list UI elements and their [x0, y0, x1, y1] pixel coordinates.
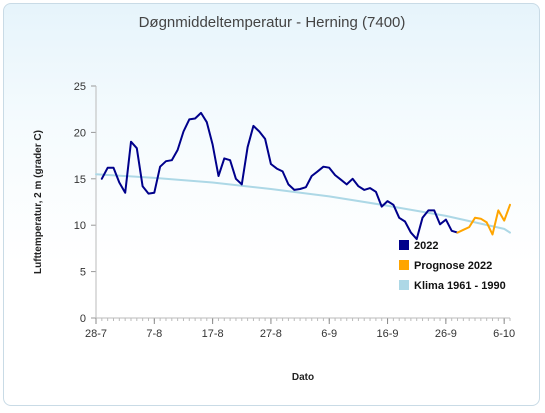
series-line-prognose-2022 [456, 203, 511, 236]
chart-title: Døgnmiddeltemperatur - Herning (7400) [139, 14, 406, 31]
x-tick-label: 6-10 [493, 328, 515, 340]
y-tick-label: 0 [80, 313, 86, 325]
x-tick-label: 28-7 [85, 328, 107, 340]
series-line-klima-1961-1990 [95, 173, 511, 234]
legend-swatch [399, 240, 409, 250]
x-tick-label: 16-9 [377, 328, 399, 340]
y-axis-ticks: 0 5 10 15 20 25 [74, 81, 96, 325]
y-axis-title: Lufttemperatur, 2 m (grader C) [33, 130, 44, 274]
x-tick-label: 7-8 [146, 328, 162, 340]
series-layer [95, 111, 511, 241]
y-tick-label: 5 [80, 267, 86, 279]
legend: 2022 Prognose 2022 Klima 1961 - 1990 [399, 240, 506, 292]
y-tick-label: 20 [74, 127, 86, 139]
legend-label: Klima 1961 - 1990 [414, 280, 506, 292]
y-tick-label: 10 [74, 220, 86, 232]
y-tick-label: 25 [74, 81, 86, 93]
x-axis-ticks: 28-7 7-8 17-8 27-8 6-9 16-9 26-9 6-10 [85, 318, 515, 340]
x-tick-label: 17-8 [202, 328, 224, 340]
x-tick-label: 6-9 [321, 328, 337, 340]
x-tick-label: 27-8 [260, 328, 282, 340]
x-axis-title: Dato [292, 372, 314, 383]
x-tick-label: 26-9 [435, 328, 457, 340]
chart-frame [3, 3, 540, 406]
series-line-2022 [100, 111, 459, 241]
y-tick-label: 15 [74, 174, 86, 186]
legend-label: Prognose 2022 [414, 260, 492, 272]
legend-swatch [399, 260, 409, 270]
legend-label: 2022 [414, 240, 438, 252]
legend-swatch [399, 280, 409, 290]
